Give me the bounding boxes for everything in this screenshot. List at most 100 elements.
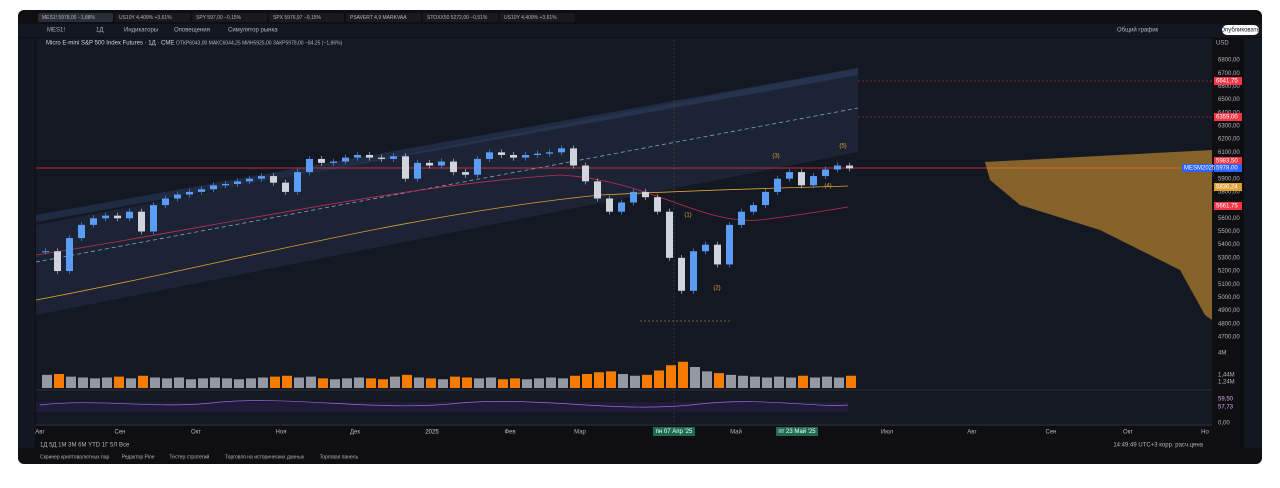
volume-bar [402, 374, 412, 388]
publish-button[interactable] [1222, 25, 1259, 35]
month-label: Но [1201, 430, 1209, 436]
tab[interactable] [38, 13, 113, 22]
volume-bar [786, 377, 796, 388]
panel-tab[interactable]: Торговая панель [320, 454, 359, 460]
candle [846, 165, 853, 169]
volume-label: 4M [1218, 351, 1226, 357]
candle [66, 238, 73, 272]
panel-tab[interactable]: Тестер стратегий [169, 453, 209, 460]
volume-bar [390, 376, 400, 388]
publish-label[interactable]: Опубликовать [1220, 28, 1259, 34]
volume-bar [114, 376, 124, 388]
month-label: Июл [881, 430, 894, 436]
volume-bar [378, 379, 388, 388]
alerts[interactable]: Оповещения [174, 28, 210, 34]
volume-bar [702, 371, 712, 388]
candle [138, 211, 145, 232]
right-sidebar [1244, 38, 1262, 448]
volume-bar [450, 376, 460, 388]
volume-bar [714, 373, 724, 388]
volume-bar [534, 378, 544, 388]
candle [642, 191, 649, 198]
tab[interactable] [269, 13, 344, 22]
tab-label[interactable]: US10Y 4,409% +3,61% [504, 15, 557, 21]
interval[interactable]: 1Д [96, 28, 103, 34]
date-marker [776, 427, 818, 436]
indicators[interactable]: Индикаторы [124, 28, 158, 34]
price-tag-label: 5661,75 [1216, 204, 1238, 210]
price-label: 5900,00 [1218, 176, 1240, 182]
volume-bar [726, 374, 736, 388]
candle [474, 158, 481, 175]
price-label: 6500,00 [1218, 97, 1240, 103]
price-label: 6800,00 [1218, 58, 1240, 64]
candle [42, 251, 49, 253]
panel-tab[interactable]: Торговля на исторических данных [225, 454, 305, 460]
month-label: Авг [967, 430, 977, 436]
panel-tab[interactable]: Скринер криптовалютных пар [40, 454, 110, 460]
volume-bar [690, 367, 700, 388]
tab[interactable] [423, 13, 498, 22]
volume-bar [582, 374, 592, 388]
contract-label: MESM2025 [1184, 166, 1216, 172]
tab[interactable] [115, 13, 190, 22]
volume-bar [810, 377, 820, 388]
candle [150, 205, 157, 232]
tab-label[interactable]: MES1! 5978,00 −1,88% [42, 15, 96, 21]
price-label: 5300,00 [1218, 255, 1240, 261]
rsi-label: 0,00 [1218, 421, 1230, 427]
volume-bar [294, 377, 304, 388]
tab[interactable] [346, 13, 421, 22]
price-tag [1214, 202, 1242, 210]
volume-bar [798, 375, 808, 388]
tab-label[interactable]: SPY 597,00 −0,15% [196, 15, 242, 21]
price-tag-label: 6359,00 [1216, 115, 1238, 121]
candle [90, 218, 97, 225]
volume-bar [630, 375, 640, 388]
tab[interactable] [500, 13, 575, 22]
candle [726, 224, 733, 265]
legend-ohlc: ОТКР6043,00 МАКС6044,25 МИН5925,00 ЗАКР5… [176, 40, 343, 46]
candle [750, 205, 757, 212]
candle [498, 152, 505, 155]
tab-label[interactable]: STOXX50 5272,00 −0,51% [427, 15, 488, 21]
month-label: Май [730, 429, 742, 436]
volume-bar [78, 377, 88, 388]
periods[interactable]: 1Д 5Д 1М 3М 6М YTD 1Г 5Л Все [40, 443, 130, 449]
volume-bar [186, 379, 196, 388]
candle [606, 198, 613, 212]
candle [222, 183, 229, 186]
candle [702, 244, 709, 252]
month-label: Мар [574, 430, 586, 436]
candle [510, 154, 517, 158]
toolbar [18, 24, 1262, 37]
candle [402, 156, 409, 179]
volume-bar [426, 378, 436, 388]
candle [762, 191, 769, 206]
volume-bar [66, 376, 76, 388]
wave-label: (4) [824, 184, 831, 190]
volume-bar [330, 379, 340, 388]
panel-tab[interactable]: Редактор Pine [122, 454, 155, 460]
candle [186, 191, 193, 195]
channel-mid [35, 107, 859, 263]
tab-label[interactable]: PSAVERT 4,9 MARKVAA [350, 15, 407, 21]
volume-bar [282, 375, 292, 388]
tab-label[interactable]: US10Y 4,409% +3,61% [119, 15, 172, 21]
candle [426, 162, 433, 166]
tab[interactable] [192, 13, 267, 22]
tab-label[interactable]: SPX 5976,97 −0,15% [273, 15, 322, 21]
wave-label: (3) [772, 154, 779, 160]
replay[interactable]: Симулятор рынка [228, 28, 278, 34]
candle [486, 152, 493, 159]
price-label: 5600,00 [1218, 216, 1240, 222]
candle [570, 148, 577, 166]
price-label: 6700,00 [1218, 71, 1240, 77]
layout[interactable]: Общий график [1117, 27, 1159, 34]
volume-bar [102, 377, 112, 388]
volume-bar [846, 375, 856, 388]
symbol[interactable]: MES1! [47, 28, 65, 34]
candle [102, 215, 109, 219]
volume-bar [762, 377, 772, 388]
